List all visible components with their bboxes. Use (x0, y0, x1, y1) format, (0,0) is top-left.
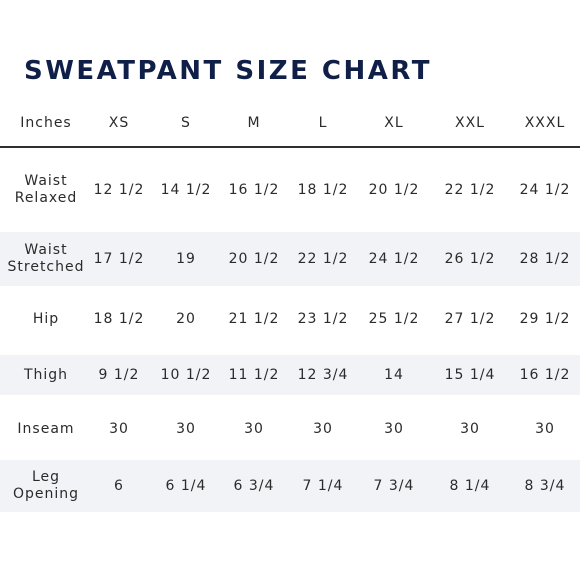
row-label: Leg Opening (0, 460, 92, 512)
row-label-line: Hip (32, 310, 60, 327)
table-row: Waist Stretched 17 1/2 19 20 1/2 22 1/2 24 1/2… (0, 232, 580, 286)
table-cell: 22 1/2 (444, 181, 496, 198)
table-cell: 24 1/2 (519, 181, 571, 198)
column-header-size: S (181, 114, 191, 131)
table-cell: 20 (176, 310, 196, 327)
table-cell: 25 1/2 (368, 310, 420, 327)
table-cell: 22 1/2 (297, 250, 349, 267)
table-header: Inches XS S M L XL XXL XXXL (0, 110, 580, 136)
row-label-line: Stretched (7, 259, 85, 275)
row-label-line: Thigh (23, 366, 69, 383)
page-title: SWEATPANT SIZE CHART (24, 56, 432, 86)
row-label: Waist Stretched (0, 232, 92, 286)
row-label: Hip (0, 290, 92, 348)
table-row: Leg Opening 6 6 1/4 6 3/4 7 1/4 7 3/4 8 1/4 8 3/… (0, 460, 580, 512)
table-cell: 15 1/4 (444, 366, 496, 383)
table-row: Inseam 30 30 30 30 30 30 30 (0, 405, 580, 453)
table-cell: 20 1/2 (368, 181, 420, 198)
column-header-unit: Inches (20, 114, 72, 131)
table-cell: 14 (384, 366, 404, 383)
table-cell: 30 (460, 420, 480, 437)
table-cell: 6 (114, 477, 124, 494)
row-label-line: Waist (24, 242, 68, 258)
table-row: Thigh 9 1/2 10 1/2 11 1/2 12 3/4 14 15 1/4 16 1… (0, 355, 580, 395)
column-header-size: XS (108, 114, 130, 131)
table-cell: 16 1/2 (519, 366, 571, 383)
table-cell: 12 1/2 (93, 181, 145, 198)
row-label: Waist Relaxed (0, 157, 92, 223)
table-cell: 17 1/2 (93, 250, 145, 267)
table-cell: 30 (244, 420, 264, 437)
table-row: Waist Relaxed 12 1/2 14 1/2 16 1/2 18 1/2 20 1… (0, 157, 580, 223)
row-label-line: Waist (24, 173, 68, 189)
row-label: Inseam (0, 405, 92, 453)
table-cell: 7 1/4 (302, 477, 344, 494)
table-cell: 11 1/2 (228, 366, 280, 383)
column-header-size: L (318, 114, 328, 131)
table-cell: 21 1/2 (228, 310, 280, 327)
table-cell: 30 (109, 420, 129, 437)
row-label: Thigh (0, 355, 92, 395)
table-cell: 6 1/4 (165, 477, 207, 494)
table-cell: 7 3/4 (373, 477, 415, 494)
row-label-line: Leg (31, 469, 61, 485)
table-cell: 28 1/2 (519, 250, 571, 267)
column-header-size: XXL (455, 114, 485, 131)
table-cell: 8 3/4 (524, 477, 566, 494)
table-cell: 26 1/2 (444, 250, 496, 267)
header-divider (0, 146, 580, 148)
column-header-size: XXXL (524, 114, 566, 131)
table-cell: 10 1/2 (160, 366, 212, 383)
column-header-size: M (247, 114, 261, 131)
column-header-size: XL (384, 114, 404, 131)
table-cell: 30 (313, 420, 333, 437)
table-cell: 16 1/2 (228, 181, 280, 198)
table-cell: 20 1/2 (228, 250, 280, 267)
table-cell: 8 1/4 (449, 477, 491, 494)
table-cell: 24 1/2 (368, 250, 420, 267)
table-cell: 9 1/2 (98, 366, 140, 383)
table-cell: 12 3/4 (297, 366, 349, 383)
table-row: Hip 18 1/2 20 21 1/2 23 1/2 25 1/2 27 1/2 29 1/… (0, 290, 580, 348)
table-cell: 14 1/2 (160, 181, 212, 198)
row-label-line: Relaxed (14, 190, 78, 206)
table-cell: 30 (384, 420, 404, 437)
table-cell: 18 1/2 (297, 181, 349, 198)
table-cell: 19 (176, 250, 196, 267)
row-label-line: Inseam (17, 420, 75, 437)
table-cell: 18 1/2 (93, 310, 145, 327)
table-cell: 30 (176, 420, 196, 437)
table-cell: 6 3/4 (233, 477, 275, 494)
table-cell: 23 1/2 (297, 310, 349, 327)
row-label-line: Opening (12, 486, 80, 502)
table-cell: 27 1/2 (444, 310, 496, 327)
table-cell: 29 1/2 (519, 310, 571, 327)
table-cell: 30 (535, 420, 555, 437)
